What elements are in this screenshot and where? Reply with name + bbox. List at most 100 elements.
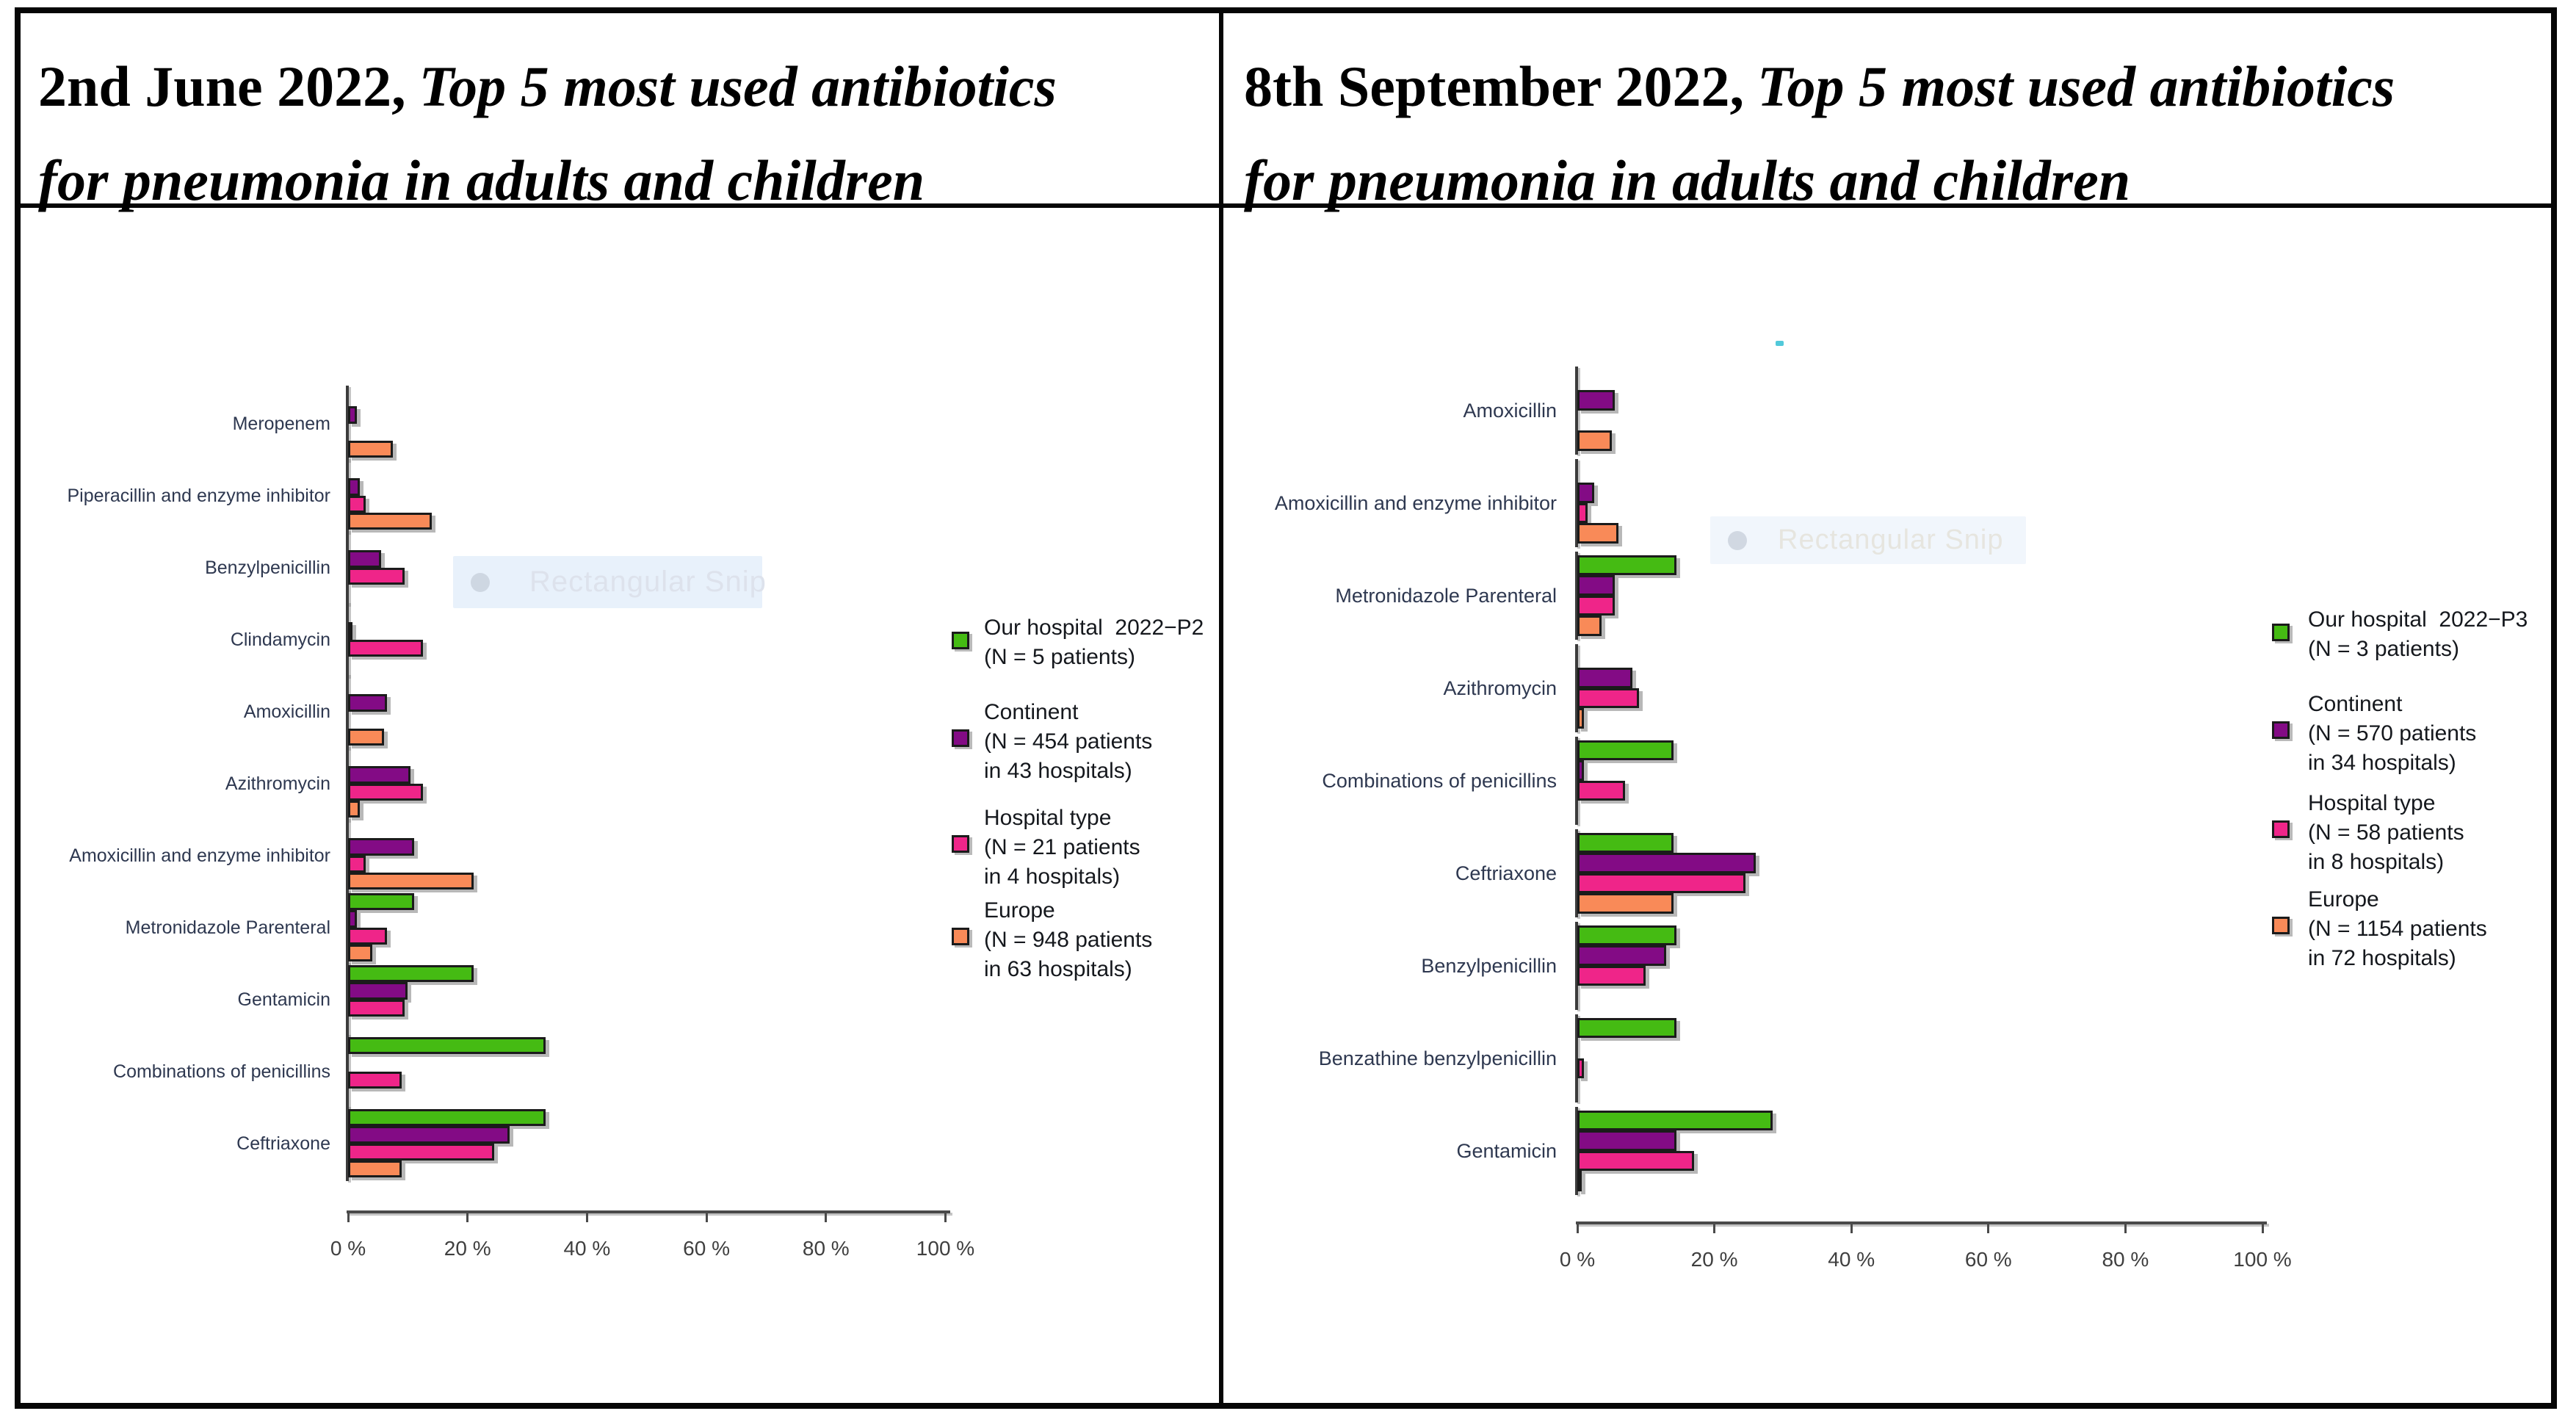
bar-hospital xyxy=(348,893,414,911)
x-axis-tick xyxy=(347,1213,350,1222)
bar-continent xyxy=(1577,390,1616,411)
bar-europe xyxy=(348,512,432,530)
bar-europe xyxy=(1577,616,1602,636)
bar-europe xyxy=(1577,523,1618,544)
group-axis-line xyxy=(1575,367,1578,455)
bar-continent xyxy=(1577,853,1756,873)
bar-continent xyxy=(348,694,387,712)
group-axis-line xyxy=(346,602,349,678)
legend-swatch-hospital xyxy=(2272,624,2290,641)
x-axis-tick-label: 40 % xyxy=(563,1237,611,1260)
snip-watermark-label: Rectangular Snip xyxy=(529,566,767,598)
bar-continent xyxy=(348,982,408,1000)
bar-continent xyxy=(348,478,361,496)
bar-europe xyxy=(1577,430,1612,451)
legend-line: Our hospital 2022−P2 xyxy=(984,616,1204,640)
legend-line: Europe xyxy=(2308,887,2379,912)
bar-hospital_type xyxy=(348,495,366,513)
x-axis-tick-label: 0 % xyxy=(330,1237,366,1260)
bar-hospital_type xyxy=(348,783,423,801)
x-axis-tick xyxy=(585,1213,588,1222)
legend-line: in 72 hospitals) xyxy=(2308,946,2456,970)
category-label: Gentamicin xyxy=(1456,1139,1557,1162)
group-axis-line xyxy=(1575,459,1578,547)
bar-hospital_type xyxy=(348,999,405,1017)
bar-hospital_type xyxy=(1577,780,1626,801)
x-axis-tick xyxy=(705,1213,708,1222)
legend-line: in 43 hospitals) xyxy=(984,759,1132,783)
bar-continent xyxy=(348,838,414,856)
bar-europe xyxy=(348,1160,402,1178)
legend-swatch-hospital xyxy=(952,632,969,649)
bar-europe xyxy=(348,440,393,458)
category-label: Amoxicillin xyxy=(243,701,330,722)
legend-swatch-hospital_type xyxy=(952,835,969,853)
bar-hospital xyxy=(1577,925,1677,946)
bar-continent xyxy=(348,1126,510,1144)
group-axis-line xyxy=(346,889,349,966)
x-axis-tick xyxy=(1987,1224,1990,1233)
right-title-date: 8th September 2022, xyxy=(1244,54,1745,118)
legend-line: in 4 hospitals) xyxy=(984,865,1121,889)
group-axis-line xyxy=(346,1105,349,1182)
x-axis-tick xyxy=(1850,1224,1853,1233)
legend-line: Our hospital 2022−P3 xyxy=(2308,607,2528,632)
group-axis-line xyxy=(1575,737,1578,825)
group-axis-line xyxy=(1575,922,1578,1010)
x-axis-tick-label: 60 % xyxy=(683,1237,730,1260)
bar-europe xyxy=(348,728,384,746)
bar-europe xyxy=(348,800,361,818)
bar-hospital_type xyxy=(1577,1150,1694,1172)
stray-cursor-mark xyxy=(1776,341,1784,346)
table-column-divider xyxy=(1219,7,1223,1409)
legend-line: (N = 3 patients) xyxy=(2308,637,2459,661)
category-label: Azithromycin xyxy=(225,773,330,794)
legend-line: Hospital type xyxy=(2308,791,2436,815)
bar-continent xyxy=(1577,575,1616,596)
bar-hospital_type xyxy=(1577,1058,1585,1079)
snip-dot-icon xyxy=(1728,530,1747,550)
x-axis-tick xyxy=(2124,1224,2127,1233)
category-label: Combinations of penicillins xyxy=(113,1061,330,1082)
group-axis-line xyxy=(346,458,349,534)
legend-line: Continent xyxy=(984,700,1079,724)
x-axis-tick xyxy=(1576,1224,1579,1233)
legend-swatch-continent xyxy=(2272,721,2290,739)
group-axis-line xyxy=(1575,1107,1578,1195)
snip-watermark-right: Rectangular Snip xyxy=(1710,516,2026,564)
legend-line: (N = 5 patients) xyxy=(984,645,1135,669)
bar-hospital xyxy=(348,1037,546,1055)
category-label: Meropenem xyxy=(232,413,330,434)
snip-dot-icon xyxy=(471,572,490,592)
category-label: Benzylpenicillin xyxy=(205,557,330,578)
x-axis-tick-label: 100 % xyxy=(916,1237,975,1260)
bar-continent xyxy=(1577,668,1632,688)
category-label: Combinations of penicillins xyxy=(1322,769,1557,792)
legend-swatch-hospital_type xyxy=(2272,820,2290,838)
group-axis-line xyxy=(346,746,349,822)
right-panel-title: 8th September 2022, Top 5 most used antib… xyxy=(1244,40,2566,228)
group-axis-line xyxy=(1575,1014,1578,1102)
legend-swatch-europe xyxy=(952,928,969,945)
legend-line: in 63 hospitals) xyxy=(984,957,1132,981)
bar-hospital xyxy=(1577,740,1674,761)
bar-hospital xyxy=(348,965,474,983)
category-label: Ceftriaxone xyxy=(1455,862,1557,884)
legend-line: (N = 454 patients xyxy=(984,729,1153,754)
category-label: Gentamicin xyxy=(237,989,330,1010)
bar-continent xyxy=(1577,945,1667,966)
bar-europe xyxy=(348,872,474,890)
category-label: Amoxicillin and enzyme inhibitor xyxy=(69,845,330,866)
right-title-subject-line1: Top 5 most used antibiotics xyxy=(1757,54,2395,118)
bar-continent xyxy=(348,622,352,640)
legend-line: (N = 948 patients xyxy=(984,928,1153,952)
bar-hospital_type xyxy=(1577,595,1616,616)
x-axis-tick-label: 20 % xyxy=(444,1237,491,1260)
bar-hospital_type xyxy=(348,1071,402,1089)
category-label: Azithromycin xyxy=(1443,676,1557,699)
bar-continent xyxy=(1577,760,1585,781)
legend-line: in 34 hospitals) xyxy=(2308,751,2456,775)
bar-hospital xyxy=(1577,833,1674,853)
legend-line: (N = 570 patients xyxy=(2308,721,2477,746)
x-axis-tick-label: 60 % xyxy=(1964,1248,2012,1271)
